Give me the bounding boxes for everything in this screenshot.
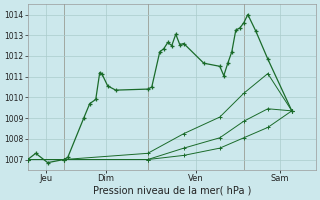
X-axis label: Pression niveau de la mer( hPa ): Pression niveau de la mer( hPa ) <box>92 186 251 196</box>
